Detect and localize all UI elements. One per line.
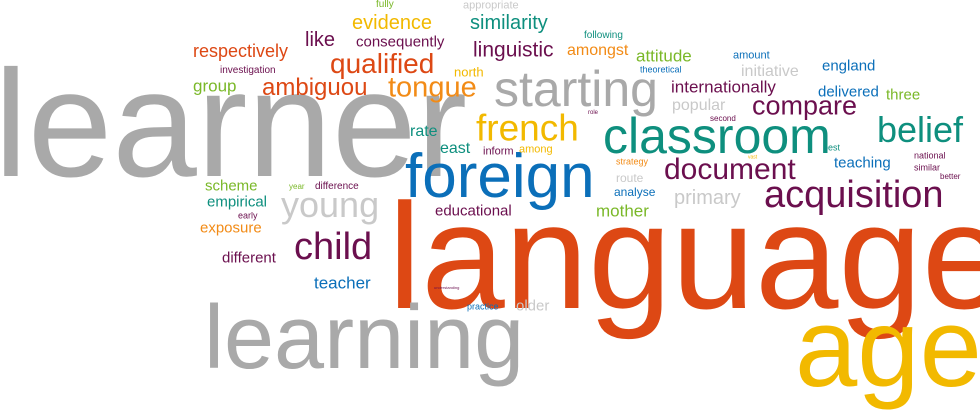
word-better: better <box>940 172 961 181</box>
word-evidence: evidence <box>352 12 433 34</box>
word-learning: learning <box>204 288 525 388</box>
word-learner: learner <box>0 39 468 209</box>
word-theoretical: theoretical <box>640 64 682 75</box>
word-rate: rate <box>410 123 438 140</box>
word-classroom: classroom <box>603 108 831 164</box>
word-early: early <box>238 210 258 221</box>
word-belief: belief <box>877 109 964 150</box>
word-scheme: scheme <box>205 177 258 195</box>
word-young: young <box>281 184 380 225</box>
word-second: second <box>710 114 736 123</box>
word-foreign: foreign <box>405 142 595 211</box>
word-north: north <box>454 64 484 80</box>
word-among: among <box>519 143 553 156</box>
word-similarity: similarity <box>470 12 548 34</box>
word-teaching: teaching <box>834 154 891 172</box>
word-ambiguou: ambiguou <box>262 74 368 101</box>
word-vast: vast <box>748 154 758 161</box>
word-child: child <box>294 226 373 268</box>
word-role: role <box>588 110 599 116</box>
word-linguistic: linguistic <box>473 38 554 62</box>
word-language: language <box>388 172 980 340</box>
word-amongst: amongst <box>567 42 629 59</box>
word-difference: difference <box>315 181 359 192</box>
word-mother: mother <box>596 201 649 221</box>
word-internationally: internationally <box>671 77 776 97</box>
word-different: different <box>222 249 276 267</box>
word-similar: similar <box>914 162 940 173</box>
word-investigation: investigation <box>220 65 276 76</box>
word-exposure: exposure <box>200 219 262 237</box>
word-age: age <box>795 285 980 410</box>
word-empirical: empirical <box>207 193 268 211</box>
word-consequently: consequently <box>356 33 445 51</box>
word-three: three <box>886 86 921 104</box>
word-delivered: delivered <box>818 83 879 101</box>
word-initiative: initiative <box>741 63 799 80</box>
word-best: best <box>823 142 841 153</box>
word-national: national <box>914 150 946 161</box>
word-primary: primary <box>674 187 741 209</box>
word-strategy: strategy <box>616 156 649 167</box>
word-analyse: analyse <box>614 185 656 199</box>
word-tongue: tongue <box>388 71 477 104</box>
word-acquisition: acquisition <box>764 174 944 216</box>
word-qualified: qualified <box>330 48 435 79</box>
word-england: england <box>822 57 876 75</box>
word-east: east <box>440 140 471 157</box>
word-educational: educational <box>435 202 512 220</box>
word-older: older <box>516 297 550 315</box>
word-following: following <box>584 30 623 41</box>
word-respectively: respectively <box>193 41 289 61</box>
word-year: year <box>289 182 305 191</box>
word-teacher: teacher <box>314 273 371 293</box>
word-understanding: understanding <box>434 285 460 290</box>
word-fully: fully <box>376 0 394 10</box>
word-compare: compare <box>752 90 858 121</box>
word-inform: inform <box>483 145 514 158</box>
word-attitude: attitude <box>636 46 692 66</box>
word-document: document <box>664 153 796 186</box>
word-popular: popular <box>672 97 726 114</box>
word-starting: starting <box>494 61 658 117</box>
word-like: like <box>305 29 336 51</box>
word-practice: practice <box>467 301 499 312</box>
word-group: group <box>193 76 237 96</box>
word-route: route <box>616 171 644 185</box>
word-appropriate: appropriate <box>463 0 519 12</box>
word-amount: amount <box>733 49 770 62</box>
word-french: french <box>476 107 579 149</box>
